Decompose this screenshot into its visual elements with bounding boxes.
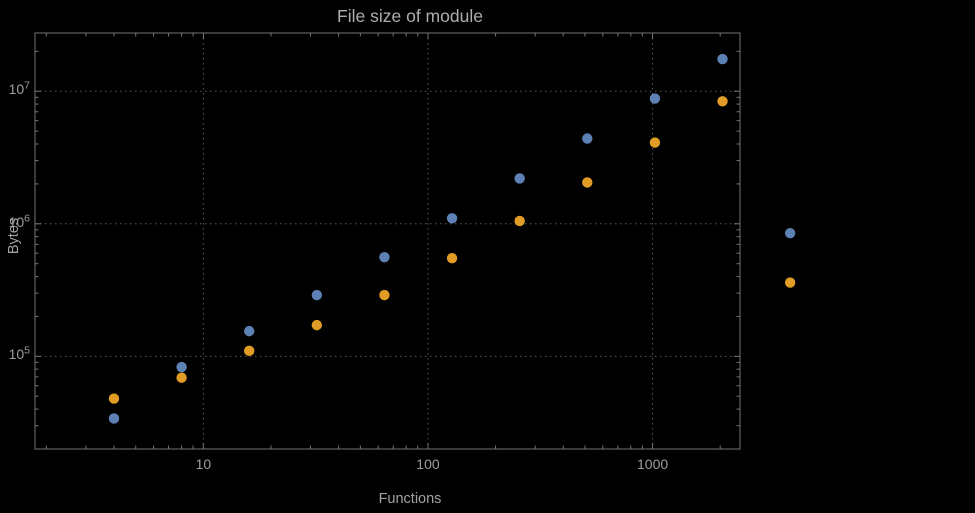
data-point-series-blue (514, 173, 525, 184)
x-tick-label: 10 (195, 456, 212, 472)
x-axis-label: Functions (378, 491, 442, 507)
data-point-series-blue (176, 361, 187, 373)
data-point-series-orange (717, 96, 728, 107)
data-point-series-blue (717, 53, 728, 65)
y-tick-label: 107 (8, 79, 30, 98)
data-point-series-orange (446, 253, 458, 264)
y-tick-label: 106 (8, 212, 30, 230)
x-tick-label: 100 (416, 456, 440, 472)
data-point-series-orange (311, 319, 323, 331)
data-point-series-orange (108, 393, 120, 404)
data-point-series-orange (244, 345, 255, 357)
data-point-series-orange (784, 277, 796, 288)
chart-title: File size of module (337, 6, 483, 26)
y-tick-label: 105 (8, 344, 30, 363)
plot-frame (34, 32, 741, 450)
data-point-series-blue (649, 93, 661, 104)
data-point-series-orange (649, 137, 661, 148)
data-point-series-blue (582, 133, 593, 144)
data-point-series-orange (176, 372, 187, 383)
y-axis-label: Bytes (6, 217, 22, 255)
data-point-series-blue (244, 325, 255, 337)
data-point-series-blue (784, 227, 796, 239)
x-tick-label: 1000 (637, 456, 669, 472)
data-point-series-blue (311, 289, 323, 301)
data-point-series-orange (582, 177, 593, 188)
data-point-series-blue (108, 413, 120, 424)
data-point-series-blue (379, 251, 390, 263)
data-point-series-blue (446, 213, 458, 224)
data-point-series-orange (514, 215, 525, 227)
data-point-series-orange (379, 289, 390, 301)
